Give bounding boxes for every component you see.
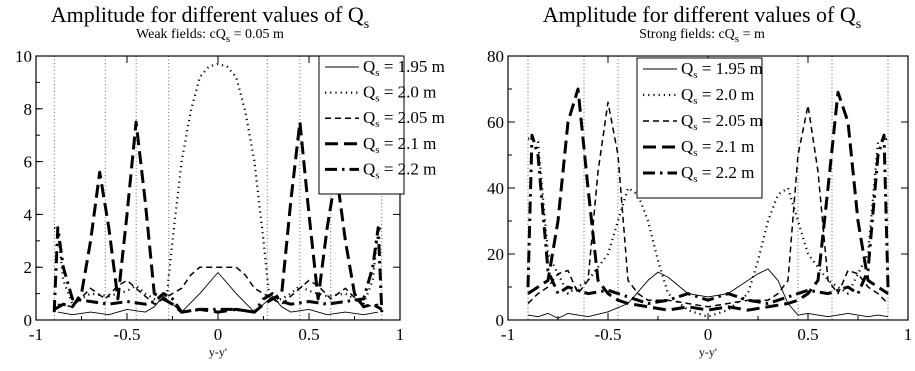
- x-tick-label: -1: [29, 325, 43, 344]
- chart-title: Amplitude for different values of Qs: [543, 2, 861, 32]
- y-tick-label: 2: [24, 258, 33, 277]
- y-tick-label: 8: [24, 100, 33, 119]
- legend-entry: Qs = 2.0 m: [681, 85, 754, 107]
- y-tick-label: 10: [15, 47, 32, 66]
- chart-subtitle: Weak fields: cQs = 0.05 m: [136, 27, 284, 45]
- y-tick-label: 60: [487, 113, 504, 132]
- series-line-2: [57, 266, 379, 308]
- series-line-4: [52, 226, 384, 314]
- y-tick-label: 40: [487, 179, 504, 198]
- x-tick-label: -0.5: [114, 325, 141, 344]
- y-tick-label: 4: [24, 205, 33, 224]
- plot-area: [526, 87, 890, 319]
- x-axis-label: y-y': [209, 345, 227, 359]
- x-tick-label: 0: [214, 325, 223, 344]
- x-tick-label: 0.5: [298, 325, 319, 344]
- legend-entry: Qs = 2.0 m: [363, 83, 436, 105]
- legend: Qs = 1.95 m Qs = 2.0 m Qs = 2.05 m Qs = 2.1…: [636, 57, 763, 199]
- x-tick-label: 0.5: [797, 325, 818, 344]
- plot-frame: [507, 55, 909, 321]
- series-line-4: [526, 133, 890, 305]
- legend-entry: Qs = 2.1 m: [681, 137, 754, 159]
- chart-subtitle: Strong fields: cQs = m: [639, 27, 765, 45]
- legend-box: [318, 55, 405, 195]
- series-line-2: [527, 101, 889, 308]
- x-tick-label: 1: [904, 325, 913, 344]
- x-tick-label: 0: [704, 325, 713, 344]
- y-tick-label: 80: [487, 47, 504, 66]
- legend-entry: Qs = 1.95 m: [681, 59, 763, 81]
- chart-weak-fields: Amplitude for different values of Qs Wea…: [15, 2, 445, 359]
- y-tick-label: 0: [496, 311, 505, 330]
- series-line-0: [527, 268, 889, 319]
- x-tick-label: 1: [396, 325, 405, 344]
- series-line-1: [53, 62, 383, 306]
- legend: Qs = 1.95 m Qs = 2.0 m Qs = 2.05 m Qs = 2.1…: [318, 55, 445, 195]
- x-tick-label: -1: [501, 325, 515, 344]
- legend-entry: Qs = 2.1 m: [363, 134, 436, 156]
- legend-entry: Qs = 2.05 m: [681, 111, 763, 133]
- y-tick-label: 0: [24, 311, 33, 330]
- chart-strong-fields: Amplitude for different values of Qs Str…: [487, 2, 912, 359]
- legend-entry: Qs = 2.2 m: [363, 159, 436, 181]
- legend-box: [636, 57, 763, 199]
- chart-title: Amplitude for different values of Qs: [51, 2, 369, 32]
- y-tick-label: 6: [24, 153, 33, 172]
- x-axis-label: y-y': [699, 345, 717, 359]
- series-line-0: [57, 272, 379, 316]
- x-tick-label: -0.5: [595, 325, 622, 344]
- legend-entry: Qs = 2.05 m: [363, 108, 445, 130]
- legend-entry: Qs = 2.2 m: [681, 163, 754, 185]
- y-tick-label: 20: [487, 245, 504, 264]
- legend-entry: Qs = 1.95 m: [363, 57, 445, 79]
